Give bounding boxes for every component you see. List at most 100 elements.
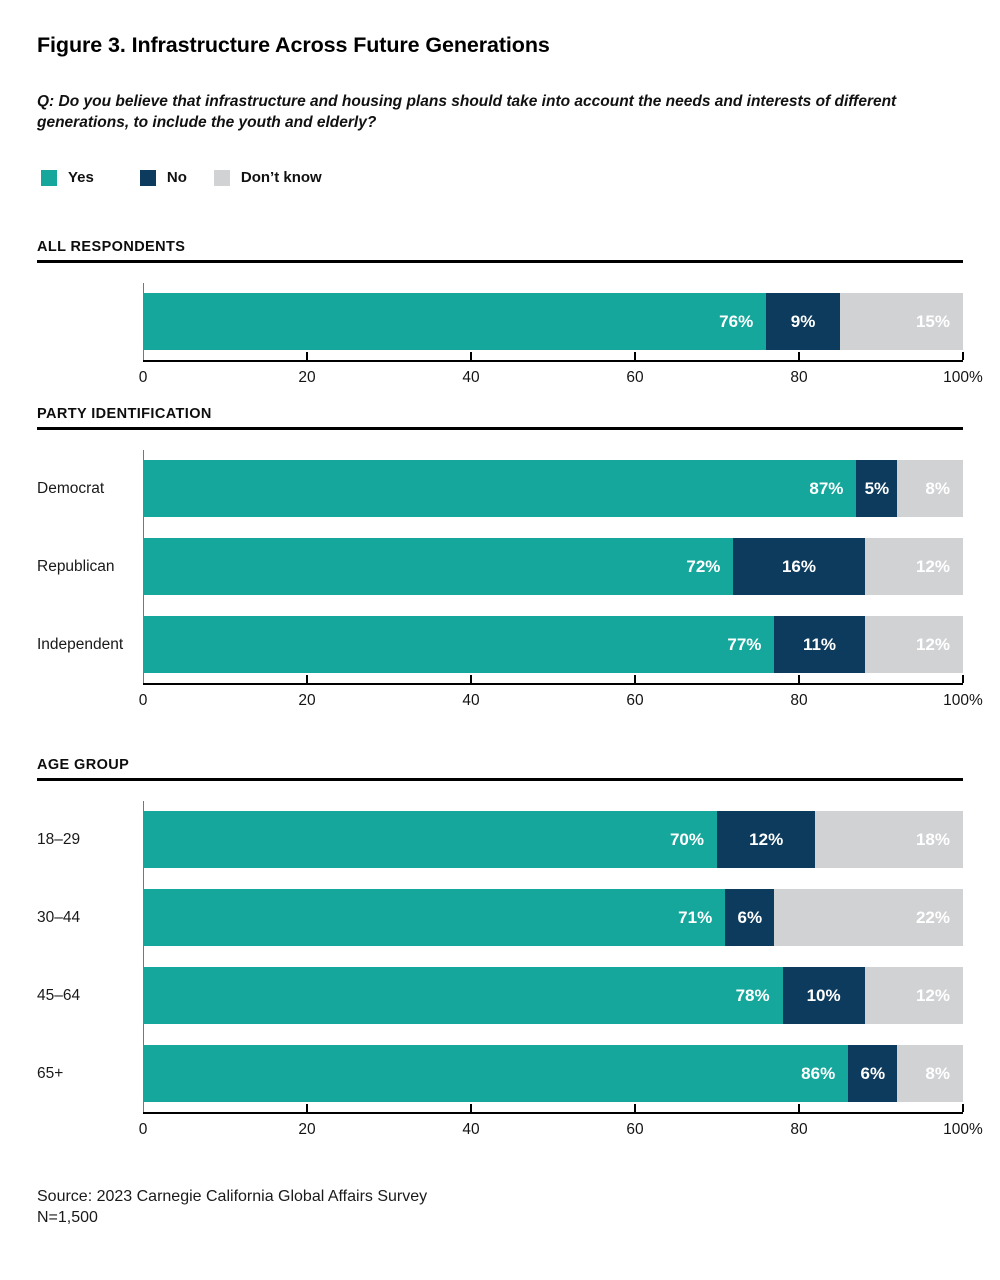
bar-track: 76% 9% 15% — [143, 293, 963, 351]
axis-tick-label: 60 — [626, 369, 644, 387]
axis-tick-label: 0 — [138, 369, 148, 387]
bar-segment-don-t-know: 12% — [864, 616, 963, 674]
axis-tick — [798, 352, 800, 361]
section-heading: ALL RESPONDENTS — [37, 239, 186, 256]
bar-row: 30–44 71% 6% 22% — [37, 889, 963, 947]
value-label: 87% — [809, 479, 844, 499]
axis-tick-label: 20 — [298, 1121, 316, 1139]
axis-tick-label: 40 — [462, 369, 480, 387]
bars-wrap: 76% 9% 15% — [37, 283, 963, 361]
bars-wrap: 18–29 70% 12% 18% 30–44 71% 6% 22% 45–64 78% 10% 12… — [37, 801, 963, 1113]
bar-segment-don-t-know: 8% — [897, 460, 963, 518]
value-label: 77% — [727, 635, 762, 655]
axis-tick-label: 40 — [462, 1121, 480, 1139]
axis-tick — [306, 1104, 308, 1113]
axis-tick — [798, 1104, 800, 1113]
bar-segment-no: 16% — [733, 538, 865, 596]
legend-item-no: No — [139, 169, 187, 187]
bar-segment-don-t-know: 12% — [864, 967, 963, 1025]
section-heading: PARTY IDENTIFICATION — [37, 406, 212, 423]
axis-tick — [306, 352, 308, 361]
source-block: Source: 2023 Carnegie California Global … — [37, 1186, 963, 1228]
x-axis: 0 20 40 60 80 100% — [139, 675, 983, 719]
axis-tick — [634, 352, 636, 361]
axis-tick — [470, 352, 472, 361]
bar-segment-yes: 78% — [143, 967, 783, 1025]
value-label: 6% — [860, 1064, 886, 1084]
bar-segment-don-t-know: 18% — [815, 811, 963, 869]
axis-tick-label: 60 — [626, 1121, 644, 1139]
y-axis-line — [143, 801, 144, 1113]
value-label: 86% — [801, 1064, 836, 1084]
value-label: 18% — [915, 830, 950, 850]
axis-tick — [962, 675, 964, 684]
axis-tick-label: 20 — [298, 369, 316, 387]
bar-track: 87% 5% 8% — [143, 460, 963, 518]
axis-tick-label: 100% — [943, 692, 983, 710]
axis-tick — [306, 675, 308, 684]
chart-sections: ALL RESPONDENTS 76% 9% 15% 0 20 40 60 80 100% P… — [37, 239, 983, 1148]
section-heading: AGE GROUP — [37, 757, 130, 774]
bar-segment-no: 6% — [848, 1045, 898, 1103]
bar-segment-don-t-know: 22% — [774, 889, 963, 947]
bar-row: 76% 9% 15% — [37, 293, 963, 351]
bar-track: 71% 6% 22% — [143, 889, 963, 947]
bar-segment-don-t-know: 15% — [839, 293, 963, 351]
bar-segment-yes: 71% — [143, 889, 726, 947]
x-axis: 0 20 40 60 80 100% — [139, 1104, 983, 1148]
figure-title: Figure 3. Infrastructure Across Future G… — [37, 33, 550, 57]
bar-row: 18–29 70% 12% 18% — [37, 811, 963, 869]
x-axis: 0 20 40 60 80 100% — [139, 352, 983, 396]
legend-swatch-dont-know — [213, 169, 230, 186]
legend: Yes No Don’t know — [37, 169, 963, 186]
bar-track: 78% 10% 12% — [143, 967, 963, 1025]
legend-swatch-yes — [41, 169, 57, 186]
category-label: Democrat — [37, 479, 105, 497]
bar-segment-no: 11% — [774, 616, 865, 674]
value-label: 8% — [925, 1064, 950, 1084]
section-rule — [37, 427, 963, 431]
value-label: 71% — [678, 908, 713, 928]
value-label: 8% — [925, 479, 950, 499]
section-rule — [37, 778, 963, 782]
source-note: Source: 2023 Carnegie California Global … — [37, 1188, 428, 1206]
bar-segment-no: 5% — [856, 460, 898, 518]
bar-segment-yes: 76% — [143, 293, 767, 351]
bar-track: 70% 12% 18% — [143, 811, 963, 869]
axis-tick — [962, 1104, 964, 1113]
figure-page: { "header": { "title": "Figure 3. Infras… — [0, 33, 1000, 1280]
bar-row: 45–64 78% 10% 12% — [37, 967, 963, 1025]
axis-tick-label: 60 — [626, 692, 644, 710]
legend-label-no: No — [166, 169, 187, 187]
category-label: Republican — [37, 557, 115, 575]
chart-section: PARTY IDENTIFICATION Democrat 87% 5% 8% Repu… — [37, 406, 983, 719]
bar-row: Independent 77% 11% 12% — [37, 616, 963, 674]
legend-label-yes: Yes — [68, 169, 94, 187]
bar-segment-don-t-know: 12% — [864, 538, 963, 596]
value-label: 12% — [915, 635, 950, 655]
sample-size: N=1,500 — [37, 1209, 98, 1227]
bar-segment-no: 12% — [717, 811, 816, 869]
axis-tick-label: 40 — [462, 692, 480, 710]
axis-tick-label: 0 — [138, 1121, 148, 1139]
bar-segment-yes: 70% — [143, 811, 717, 869]
axis-tick — [962, 352, 964, 361]
axis-tick — [634, 675, 636, 684]
survey-question: Q: Do you believe that infrastructure an… — [37, 93, 897, 132]
value-label: 72% — [686, 557, 721, 577]
axis-tick — [470, 675, 472, 684]
legend-label-dont-know: Don’t know — [240, 169, 322, 187]
axis-tick-label: 20 — [298, 692, 316, 710]
value-label: 12% — [915, 986, 950, 1006]
bar-segment-yes: 72% — [143, 538, 734, 596]
value-label: 22% — [915, 908, 950, 928]
legend-item-yes: Yes — [41, 169, 94, 186]
bar-segment-yes: 87% — [143, 460, 857, 518]
value-label: 10% — [806, 986, 841, 1006]
bar-track: 77% 11% 12% — [143, 616, 963, 674]
value-label: 16% — [781, 557, 816, 577]
value-label: 76% — [719, 312, 754, 332]
bar-segment-don-t-know: 8% — [897, 1045, 963, 1103]
bars-wrap: Democrat 87% 5% 8% Republican 72% 16% 12% Indepe… — [37, 450, 963, 684]
bar-track: 72% 16% 12% — [143, 538, 963, 596]
